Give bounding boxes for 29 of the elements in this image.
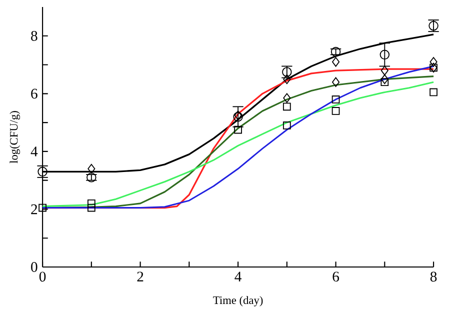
point bbox=[87, 200, 96, 208]
y-tick-label: 4 bbox=[30, 146, 38, 156]
point bbox=[430, 57, 438, 67]
y-tick-label: 8 bbox=[31, 30, 38, 41]
y-tick-label: 0 bbox=[31, 262, 38, 272]
point bbox=[380, 50, 390, 60]
point bbox=[234, 126, 242, 134]
point bbox=[332, 107, 340, 115]
point bbox=[380, 74, 388, 84]
y-tick-label: 6 bbox=[31, 88, 38, 99]
x-tick-label: 4 bbox=[234, 272, 242, 282]
point bbox=[282, 102, 291, 111]
point bbox=[332, 96, 340, 104]
point bbox=[282, 122, 291, 130]
y-tick-label: 2 bbox=[31, 204, 38, 214]
point bbox=[332, 77, 340, 87]
point bbox=[88, 164, 96, 174]
x-tick-label: 6 bbox=[332, 272, 340, 282]
point bbox=[430, 88, 438, 96]
point bbox=[38, 166, 48, 177]
x-axis-title: Time (day) bbox=[213, 296, 263, 306]
point bbox=[380, 78, 389, 86]
point bbox=[87, 204, 96, 212]
x-tick-label: 8 bbox=[430, 272, 437, 282]
x-tick-label: 2 bbox=[137, 272, 144, 282]
point bbox=[38, 204, 46, 212]
y-axis-title: log(CFU/g) bbox=[10, 111, 20, 164]
x-tick-label: 0 bbox=[39, 272, 46, 282]
point bbox=[283, 93, 291, 103]
